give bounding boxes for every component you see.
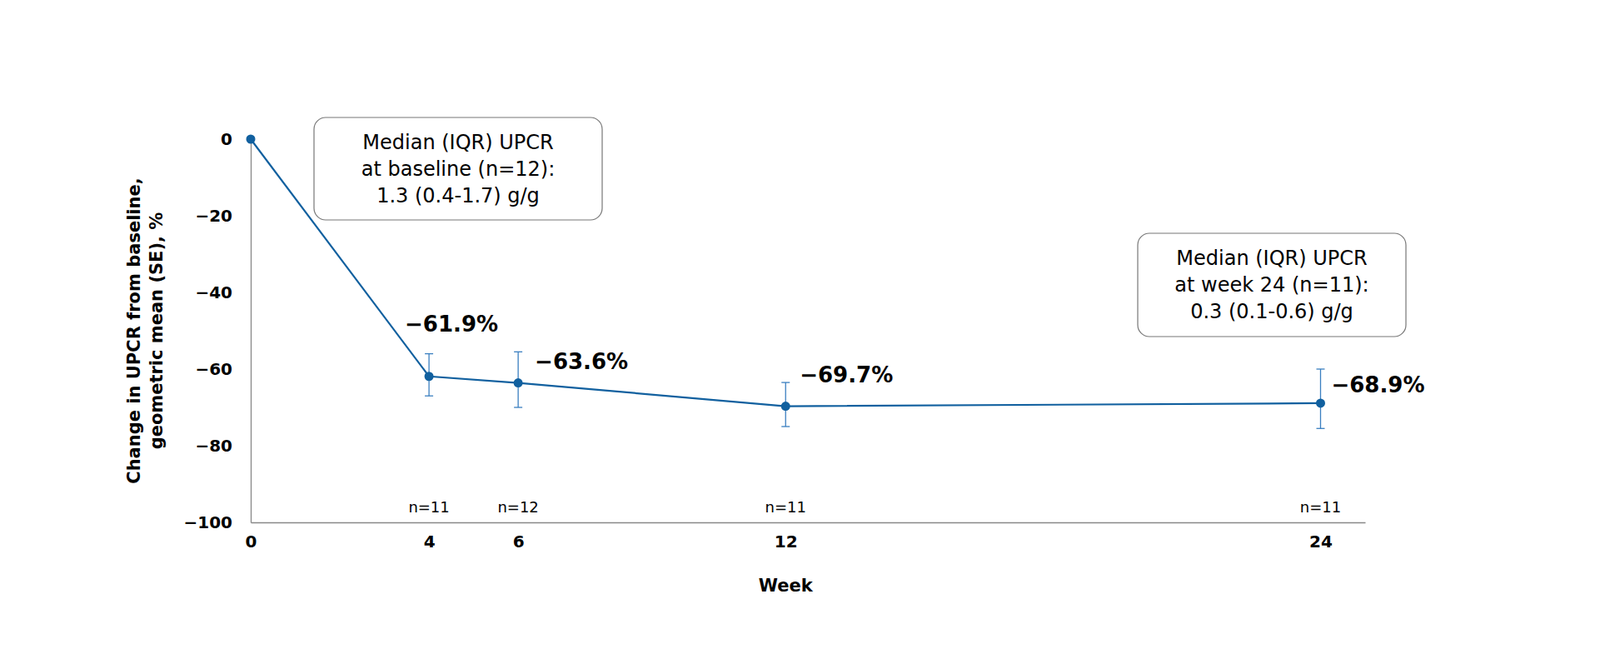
x-axis-line <box>251 522 1366 524</box>
error-bar-cap <box>513 406 523 408</box>
y-tick: −40 <box>194 282 251 303</box>
x-tick: 12 <box>774 522 798 552</box>
error-bar-cap <box>513 351 523 353</box>
x-tick-label: 0 <box>245 531 258 552</box>
y-axis-title-line: Change in UPCR from baseline, <box>124 177 145 484</box>
annotation: Median (IQR) UPCR at week 24 (n=11):0.3 (… <box>1137 233 1406 337</box>
x-axis: 0 4 6 12 24 <box>245 522 1366 552</box>
annotation-text: at week 24 (n=11): <box>1174 273 1369 297</box>
n-label: n=11 <box>408 498 449 516</box>
y-tick-label: −60 <box>194 358 233 379</box>
error-bar-cap <box>1315 368 1325 369</box>
error-bar-cap <box>781 381 790 383</box>
data-point <box>424 371 434 381</box>
data-label: −68.9% <box>1330 372 1425 398</box>
y-tick-label: −80 <box>194 435 233 456</box>
y-tick-label: −40 <box>194 282 233 303</box>
y-tick: −60 <box>194 358 251 379</box>
annotation-text: Median (IQR) UPCR <box>1176 246 1367 270</box>
x-tick: 24 <box>1309 522 1333 552</box>
error-bar-cap <box>781 425 790 427</box>
x-tick-label: 12 <box>774 531 798 552</box>
error-bar <box>1315 368 1325 429</box>
data-point <box>1315 398 1326 408</box>
data-point <box>246 134 256 145</box>
y-axis-line <box>250 139 252 524</box>
x-tick: 6 <box>513 522 525 552</box>
x-tick-label: 6 <box>513 531 525 552</box>
data-point <box>513 378 524 388</box>
annotation-text: Median (IQR) UPCR <box>362 130 554 155</box>
error-bar <box>513 351 523 408</box>
error-bar <box>781 382 790 427</box>
x-tick: 0 <box>245 522 258 552</box>
error-bar <box>424 353 434 397</box>
error-bar-cap <box>424 353 434 354</box>
error-bar-cap <box>424 395 434 397</box>
x-tick-label: 24 <box>1309 531 1333 552</box>
y-tick: −100 <box>183 512 251 533</box>
y-tick-label: 0 <box>220 129 233 150</box>
y-tick: −80 <box>194 435 251 456</box>
error-bar-cap <box>1315 428 1325 429</box>
data-label: −63.6% <box>534 348 629 374</box>
x-axis-title: Week <box>758 575 814 596</box>
x-tick: 4 <box>423 522 436 552</box>
x-tick-label: 4 <box>423 531 436 552</box>
y-axis-title-line: geometric mean (SE), % <box>146 212 167 450</box>
annotation-box <box>1137 233 1406 337</box>
y-tick-label: −20 <box>194 205 233 226</box>
annotation-text: 1.3 (0.4-1.7) g/g <box>376 184 540 208</box>
data-label: −69.7% <box>799 362 893 388</box>
n-label: n=11 <box>765 498 807 516</box>
chart: −100 −80 −60 −40 −20 0 0 4 6 12 24 Week Change in UP… <box>0 0 1600 654</box>
n-label: n=12 <box>497 498 539 516</box>
annotation-text: at baseline (n=12): <box>361 157 556 181</box>
annotation-text: 0.3 (0.1-0.6) g/g <box>1190 299 1354 324</box>
y-tick-label: −100 <box>183 512 233 533</box>
y-axis-title: Change in UPCR from baseline,geometric m… <box>124 177 167 484</box>
data-label: −61.9% <box>404 311 499 337</box>
y-tick: −20 <box>194 205 251 226</box>
annotation-box <box>314 117 603 220</box>
n-label: n=11 <box>1300 498 1341 516</box>
annotation: Median (IQR) UPCRat baseline (n=12): 1.3 … <box>314 117 603 220</box>
y-axis: −100 −80 −60 −40 −20 0 <box>183 129 251 533</box>
data-point <box>781 401 791 411</box>
